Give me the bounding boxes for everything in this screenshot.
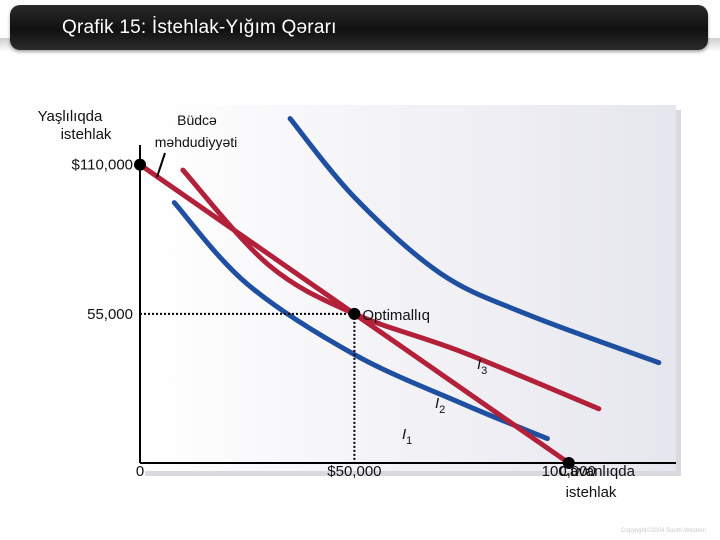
indifference-curve-3 <box>287 116 662 366</box>
indifference-label-1: I1 <box>402 426 412 447</box>
budget-y-intercept-point <box>134 158 146 171</box>
budget-x-intercept-point <box>562 457 575 469</box>
page-title: Qrafik 15: İstehlak-Yığım Qərarı <box>62 17 337 38</box>
x-axis-label-line-2: istehlak <box>566 484 617 501</box>
x-tick-label-1: $50,000 <box>327 463 381 480</box>
budget-label-pointer <box>156 152 166 178</box>
y-axis-label-line-1: Yaşlılıqda <box>38 108 103 125</box>
title-bar: Qrafik 15: İstehlak-Yığım Qərarı <box>10 5 708 50</box>
budget-label-line-1: Büdcə <box>177 112 217 128</box>
y-tick-label-0: $110,000 <box>72 157 133 174</box>
optimum-point <box>348 307 361 320</box>
indifference-label-3: I3 <box>477 356 487 377</box>
y-axis-label-line-2: istehlak <box>61 126 112 143</box>
x-axis-label-line-1: Cavanlıqda <box>559 463 636 480</box>
budget-label-line-2: məhdudiyyəti <box>155 134 238 150</box>
x-tick-label-2: 100,000 <box>542 463 596 480</box>
x-tick-label-0: 0 <box>136 463 144 480</box>
y-tick-label-1: 55,000 <box>87 306 133 323</box>
indifference-label-2: I2 <box>435 395 445 416</box>
plot-panel <box>140 105 676 471</box>
optimum-label: Optimallıq <box>362 307 430 324</box>
copyright-text: Copyright©2004 South-Western <box>620 528 706 534</box>
